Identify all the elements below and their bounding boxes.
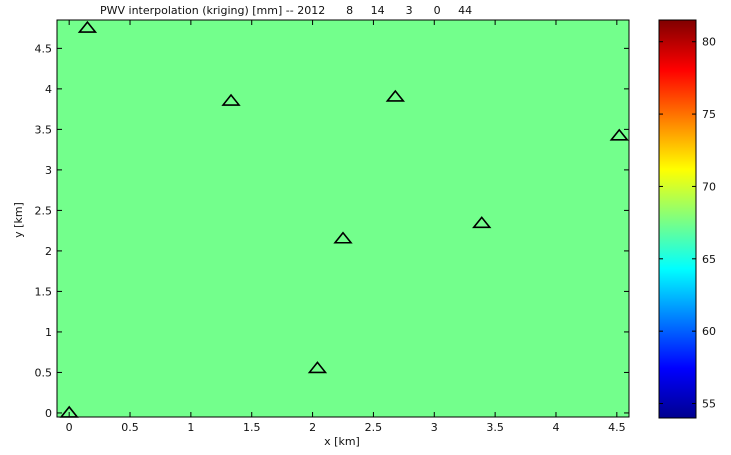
interpolated-field: [56, 19, 630, 418]
x-tick-label: 0.5: [121, 421, 139, 434]
station-marker: [59, 405, 79, 418]
colorbar-ticks: 55 60 65 70 75 80: [659, 36, 716, 411]
colorbar-tick-label: 60: [702, 325, 716, 338]
colorbar-tick-label: 70: [702, 180, 716, 193]
y-axis-title: y [km]: [12, 202, 25, 238]
y-tick-label: 4: [45, 83, 52, 96]
y-tick-label: 2.5: [35, 204, 53, 217]
station-marker: [333, 231, 353, 244]
colorbar-gradient: [658, 19, 697, 419]
station-markers: [59, 20, 629, 418]
station-marker: [385, 89, 405, 102]
x-tick-label: 3.5: [486, 421, 504, 434]
x-tick-label: 0: [66, 421, 73, 434]
y-axis: 0 0.5 1 1.5 2 2.5 3 3.5 4 4.5: [35, 42, 629, 420]
x-axis: 0 0.5 1 1.5 2 2.5 3 3.5 4 4.5: [66, 20, 626, 434]
chart-title: PWV interpolation (kriging) [mm] -- 2012…: [100, 4, 472, 17]
colorbar: 55 60 65 70 75 80: [658, 19, 716, 419]
x-tick-label: 3: [431, 421, 438, 434]
x-axis-title: x [km]: [324, 435, 360, 448]
plot-area: 0 0.5 1 1.5 2 2.5 3 3.5 4 4.5 0 0.5 1 1.5 2 2.5 3 3.5 4 4.…: [35, 19, 630, 434]
station-marker: [307, 361, 328, 374]
y-tick-label: 3.5: [35, 123, 53, 136]
station-marker: [221, 93, 241, 106]
x-tick-label: 4.5: [608, 421, 626, 434]
y-tick-label: 1: [45, 326, 52, 339]
y-tick-label: 2: [45, 245, 52, 258]
x-tick-label: 1: [187, 421, 194, 434]
colorbar-tick-label: 75: [702, 108, 716, 121]
station-marker: [609, 128, 629, 141]
y-tick-label: 0: [45, 407, 52, 420]
colorbar-tick-label: 55: [702, 398, 716, 411]
x-tick-label: 1.5: [243, 421, 261, 434]
y-tick-label: 4.5: [35, 42, 53, 55]
station-marker: [77, 20, 98, 33]
y-tick-label: 0.5: [35, 366, 53, 379]
y-tick-label: 1.5: [35, 285, 53, 298]
colorbar-tick-label: 65: [702, 253, 716, 266]
y-tick-label: 3: [45, 164, 52, 177]
x-tick-label: 2: [309, 421, 316, 434]
x-tick-label: 2.5: [365, 421, 383, 434]
station-marker: [472, 216, 492, 229]
colorbar-tick-label: 80: [702, 36, 716, 49]
x-tick-label: 4: [552, 421, 559, 434]
